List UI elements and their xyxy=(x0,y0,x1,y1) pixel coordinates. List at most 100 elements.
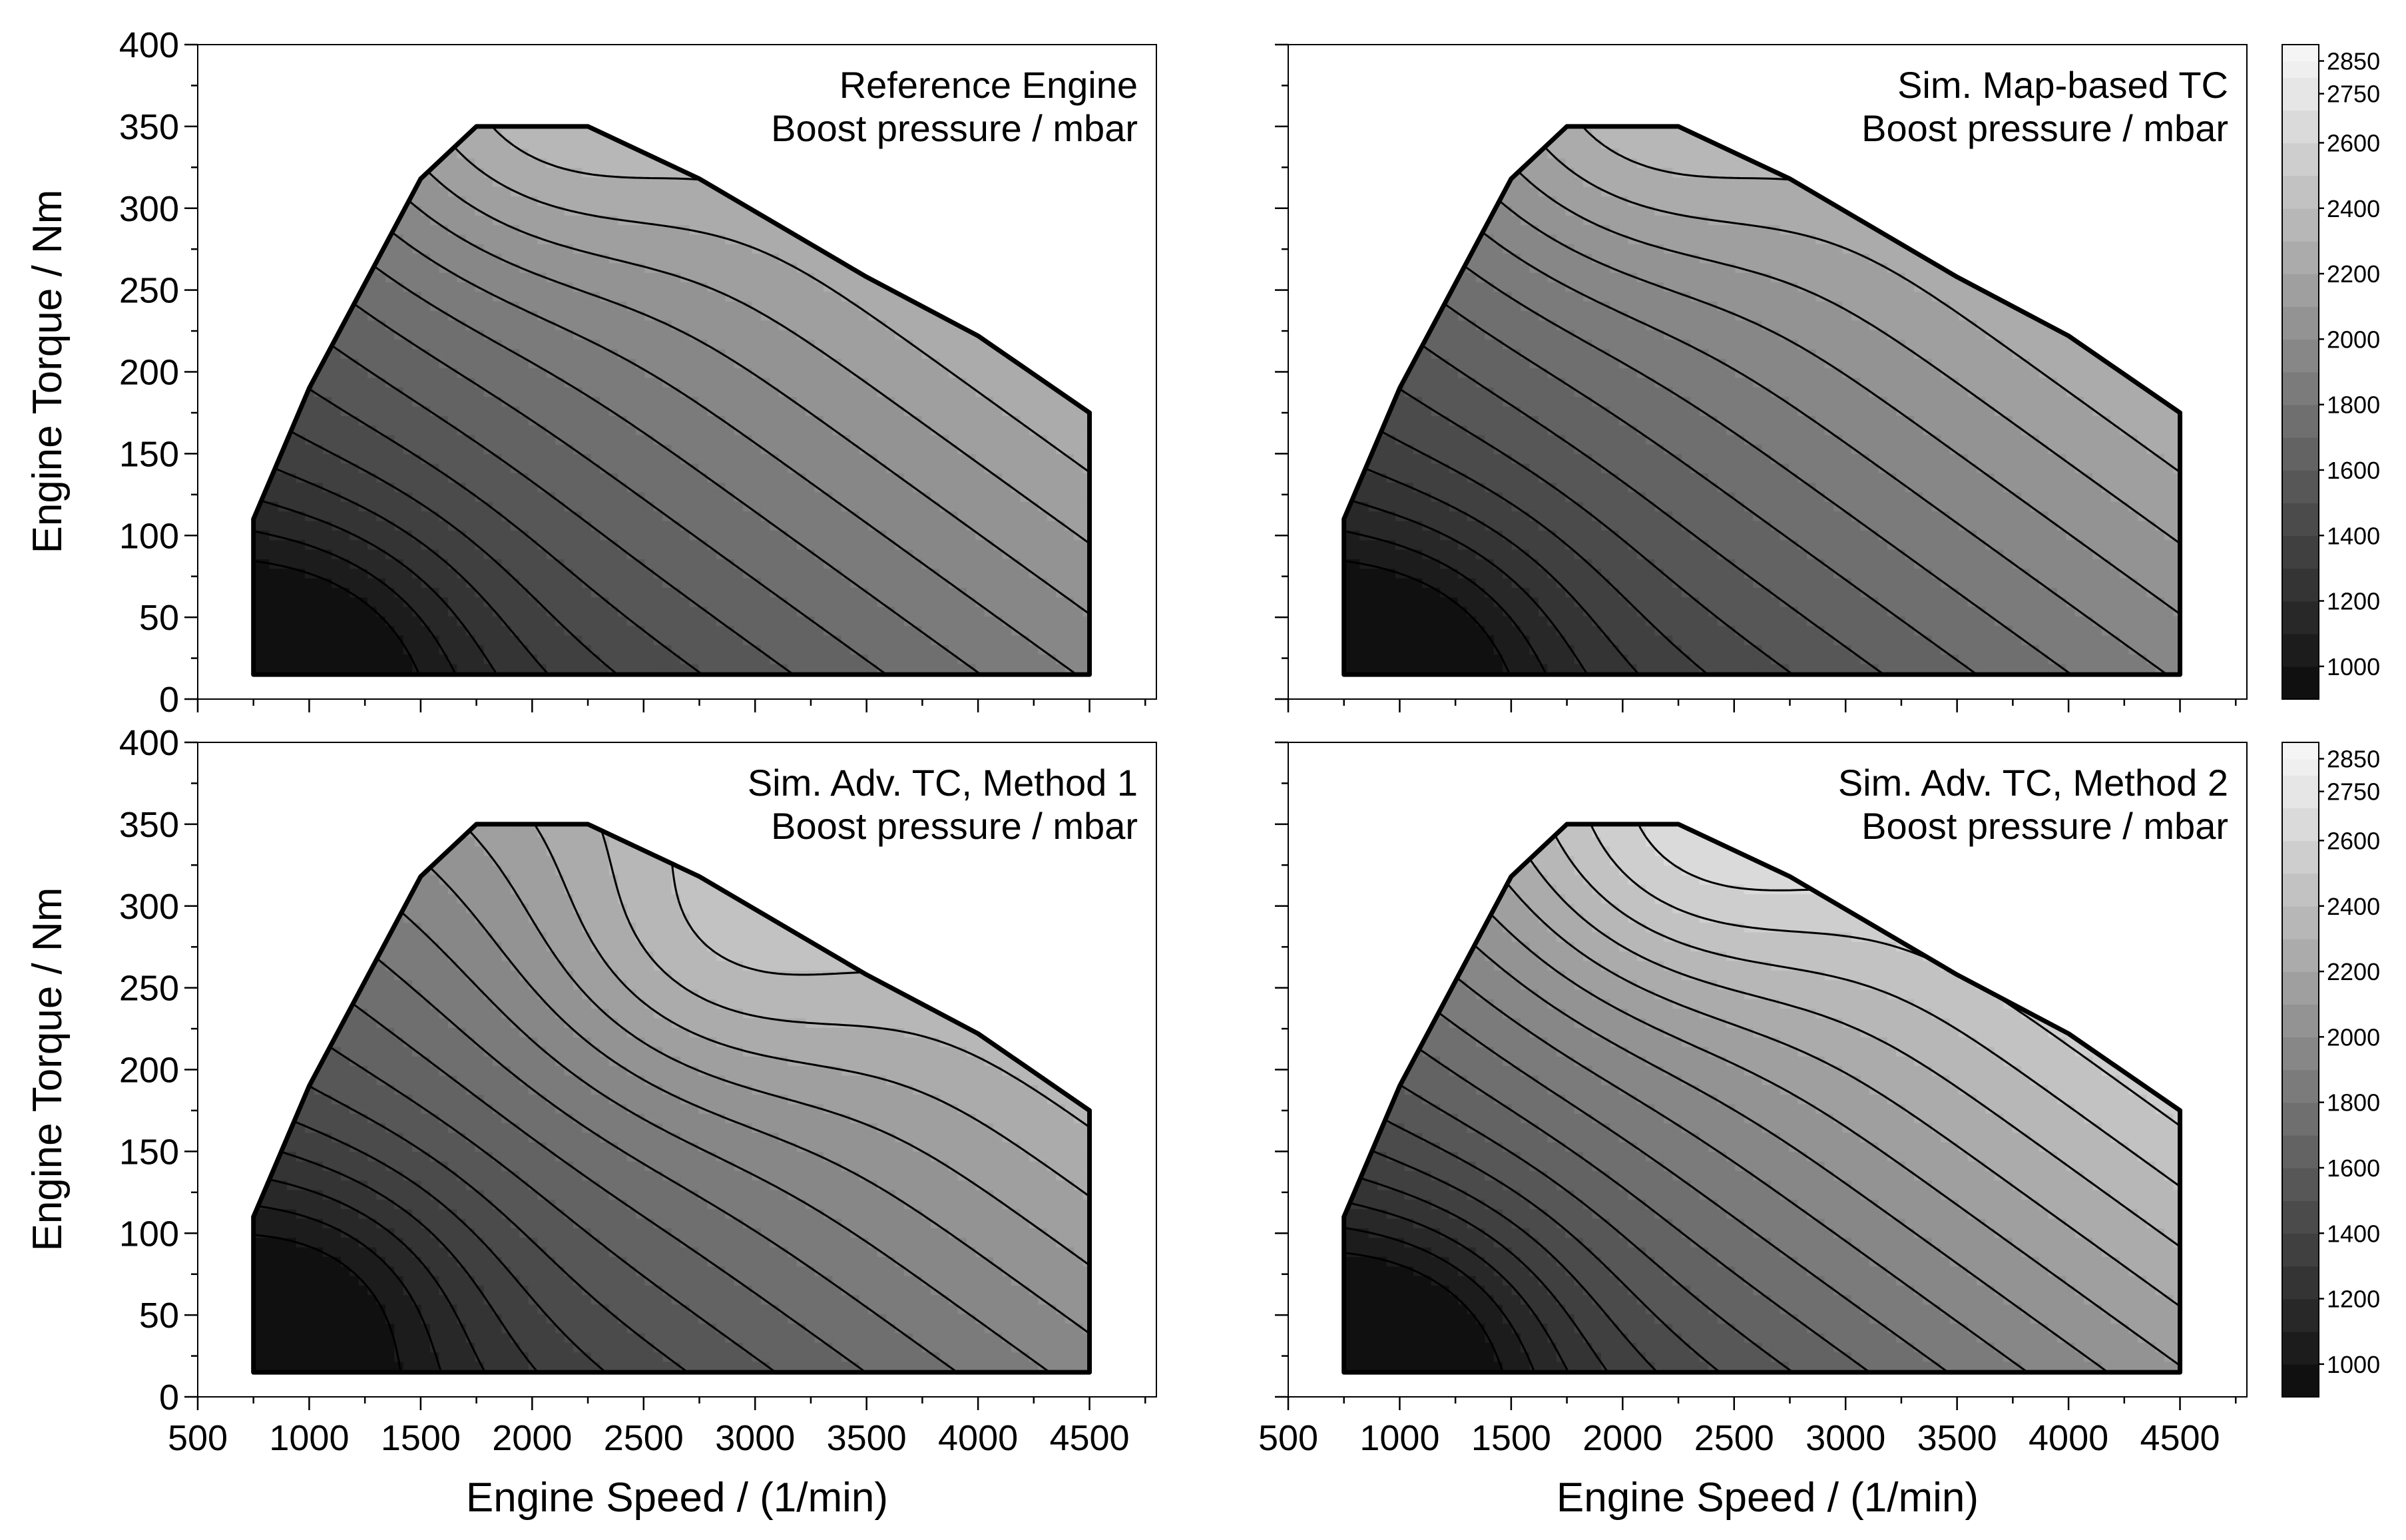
x-axis-title-left: Engine Speed / (1/min) xyxy=(466,1475,888,1521)
y-tick-label: 350 xyxy=(119,805,179,845)
y-axis-title-bottom: Engine Torque / Nm xyxy=(25,888,71,1252)
colorbar-tick-label: 1600 xyxy=(2327,1155,2380,1182)
x-tick-label: 3500 xyxy=(1917,1418,1997,1458)
colorbar-band xyxy=(2282,1102,2319,1136)
x-tick-label: 2500 xyxy=(1694,1418,1774,1458)
x-tick-label: 4000 xyxy=(938,1418,1018,1458)
contour-line-1100 xyxy=(253,527,461,675)
colorbar-tick-label: 1200 xyxy=(2327,588,2380,615)
colorbar-band xyxy=(2282,404,2319,438)
contour-line-1100 xyxy=(253,1203,445,1373)
colorbar-tick-label: 1600 xyxy=(2327,457,2380,484)
colorbar-band xyxy=(2282,503,2319,536)
colorbar-band xyxy=(2282,568,2319,602)
colorbar-top: 2850 2750 2600 2400 2200 2000 1800 1600 1400 1200… xyxy=(2282,44,2380,700)
operating-limit-boundary xyxy=(251,124,1092,677)
operating-limit-boundary xyxy=(1341,124,2183,677)
colorbar-tick-label: 1400 xyxy=(2327,522,2380,549)
contour-fill xyxy=(1343,126,2180,675)
colorbar-tick-label: 1800 xyxy=(2327,391,2380,419)
y-tick-label: 50 xyxy=(139,598,179,638)
colorbar-band xyxy=(2282,666,2319,700)
x-tick-label: 4000 xyxy=(2029,1418,2108,1458)
contour-line-2400 xyxy=(1541,824,2180,1196)
contour-line-1300 xyxy=(253,453,557,675)
colorbar-band xyxy=(2282,240,2319,274)
colorbar-tick-label: 2400 xyxy=(2327,195,2380,222)
colorbar-tick-label: 2750 xyxy=(2327,81,2380,108)
colorbar-tick-label: 2850 xyxy=(2327,746,2380,773)
colorbar-bottom: 2850 2750 2600 2400 2200 2000 1800 1600 1400 1200… xyxy=(2282,742,2380,1398)
colorbar-band xyxy=(2282,45,2319,62)
colorbar-band xyxy=(2282,840,2319,874)
colorbar-tick-label: 1400 xyxy=(2327,1220,2380,1247)
colorbar-band xyxy=(2282,1200,2319,1234)
y-tick-label: 0 xyxy=(159,1378,179,1417)
colorbar-band xyxy=(2282,1298,2319,1332)
contour-line-1200 xyxy=(1343,1198,1574,1373)
colorbar-tick-label: 2200 xyxy=(2327,958,2380,985)
panel-title-line2: Boost pressure / mbar xyxy=(1861,107,2228,149)
y-tick-label: 400 xyxy=(119,723,179,763)
colorbar-band xyxy=(2282,470,2319,503)
colorbar-tick-label: 1200 xyxy=(2327,1286,2380,1313)
y-tick-label: 0 xyxy=(159,680,179,720)
contour-line-1400 xyxy=(253,1097,616,1373)
colorbar-band xyxy=(2282,601,2319,635)
colorbar-band xyxy=(2282,175,2319,209)
contour-line-1200 xyxy=(253,493,503,675)
colorbar-band xyxy=(2282,1233,2319,1267)
contour-line-2100 xyxy=(445,824,1090,1274)
x-tick-label: 1000 xyxy=(1359,1418,1439,1458)
colorbar-band xyxy=(2282,1069,2319,1103)
y-tick-label: 250 xyxy=(119,969,179,1009)
x-tick-label: 1000 xyxy=(269,1418,349,1458)
contour-line-1000 xyxy=(253,1233,403,1373)
panel-title-line2: Boost pressure / mbar xyxy=(771,805,1138,847)
contour-line-1200 xyxy=(253,1172,491,1373)
x-tick-label: 500 xyxy=(1258,1418,1318,1458)
y-tick-label: 200 xyxy=(119,1051,179,1091)
colorbar-band xyxy=(2282,808,2319,842)
y-tick-label: 100 xyxy=(119,516,179,556)
x-tick-label: 4500 xyxy=(1049,1418,1129,1458)
colorbar-band xyxy=(2282,535,2319,569)
colorbar-band xyxy=(2282,873,2319,907)
colorbar-band xyxy=(2282,1331,2319,1365)
colorbar-tick-label: 2000 xyxy=(2327,326,2380,353)
colorbar-band xyxy=(2282,208,2319,242)
colorbar-band xyxy=(2282,971,2319,1005)
panel-title-line2: Boost pressure / mbar xyxy=(771,107,1138,149)
colorbar-tick-label: 2000 xyxy=(2327,1023,2380,1051)
colorbar-band xyxy=(2282,61,2319,78)
panel-reference-engine: 0 50 100 150 200 250 300 350 400 Reference Engin… xyxy=(119,25,1157,720)
colorbar-band xyxy=(2282,1168,2319,1201)
contour-line-1000 xyxy=(1343,558,1514,675)
y-tick-label: 150 xyxy=(119,434,179,474)
colorbar-band xyxy=(2282,1004,2319,1038)
contour-line-1300 xyxy=(253,1139,546,1373)
colorbar-band xyxy=(2282,372,2319,405)
colorbar-tick-label: 2400 xyxy=(2327,893,2380,920)
contour-line-1300 xyxy=(1343,1168,1615,1373)
contour-line-1200 xyxy=(1343,493,1594,675)
contour-line-2100 xyxy=(1470,126,2180,553)
y-tick-label: 350 xyxy=(119,107,179,147)
colorbar-frame xyxy=(2282,742,2319,1398)
x-tick-label: 1500 xyxy=(1471,1418,1551,1458)
x-tick-label: 4500 xyxy=(2140,1418,2220,1458)
colorbar-band xyxy=(2282,758,2319,776)
colorbar-band xyxy=(2282,77,2319,111)
colorbar-tick-label: 2200 xyxy=(2327,260,2380,288)
panel-title-line1: Sim. Adv. TC, Method 2 xyxy=(1838,762,2228,804)
y-tick-label: 250 xyxy=(119,271,179,311)
colorbar-band xyxy=(2282,306,2319,340)
x-tick-label: 3500 xyxy=(827,1418,907,1458)
y-tick-label: 300 xyxy=(119,189,179,229)
x-tick-label: 3000 xyxy=(715,1418,795,1458)
contour-line-2100 xyxy=(379,126,1090,553)
panel-title-line1: Sim. Map-based TC xyxy=(1897,64,2228,106)
colorbar-band xyxy=(2282,1364,2319,1398)
colorbar-band xyxy=(2282,905,2319,939)
operating-limit-boundary xyxy=(251,822,1092,1375)
